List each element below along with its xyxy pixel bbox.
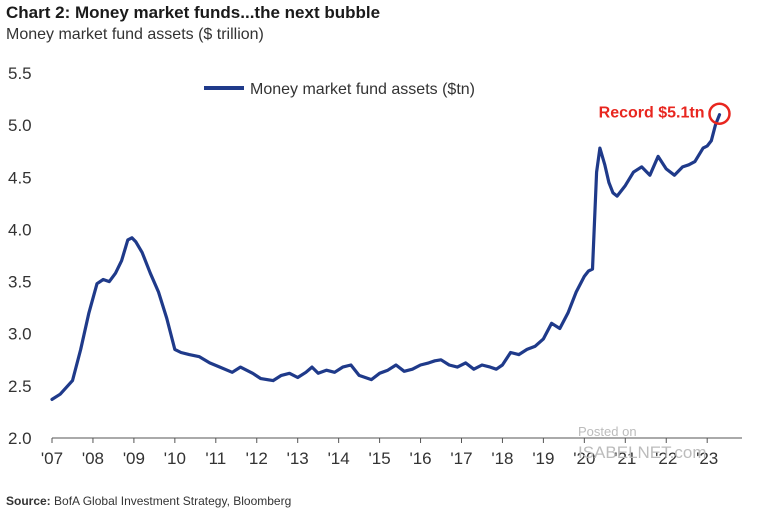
x-tick-label: '16 — [409, 449, 431, 468]
x-tick-label: '22 — [655, 449, 677, 468]
x-tick-label: '10 — [164, 449, 186, 468]
watermark-line2: ISABELNET.com — [578, 443, 707, 462]
x-tick-label: '11 — [205, 449, 226, 468]
x-tick-label: '15 — [369, 449, 391, 468]
x-tick-label: '08 — [82, 449, 104, 468]
annotation-layer: Record $5.1tn — [599, 102, 731, 125]
x-tick-label: '19 — [532, 449, 554, 468]
y-tick-label: 3.0 — [8, 325, 32, 344]
y-tick-label: 4.5 — [8, 168, 32, 187]
x-tick-label: '23 — [696, 449, 718, 468]
legend: Money market fund assets ($tn) — [204, 81, 475, 98]
chart-title: Chart 2: Money market funds...the next b… — [6, 3, 381, 22]
axis-layer: 2.0 2.5 3.0 3.5 4.0 4.5 5.0 5.5 '07 '08 '09 '10 '11 '… — [8, 64, 742, 468]
series-layer — [50, 113, 722, 401]
y-tick-label: 3.5 — [8, 273, 32, 292]
watermark-line1: Posted on — [578, 424, 637, 439]
line-chart: 2.0 2.5 3.0 3.5 4.0 4.5 5.0 5.5 '07 '08 '09 '10 '11 '… — [8, 64, 742, 468]
x-tick-label: '21 — [614, 449, 636, 468]
y-tick-label: 5.5 — [8, 64, 32, 83]
y-tick-label: 2.0 — [8, 429, 32, 448]
record-annotation-label: Record $5.1tn — [599, 105, 705, 122]
y-tick-label: 5.0 — [8, 116, 32, 135]
x-tick-label: '17 — [450, 449, 472, 468]
legend-label: Money market fund assets ($tn) — [250, 81, 475, 98]
chart-subtitle: Money market fund assets ($ trillion) — [6, 26, 264, 43]
source-note: Source: BofA Global Investment Strategy,… — [6, 494, 291, 508]
source-text: BofA Global Investment Strategy, Bloombe… — [54, 494, 292, 508]
x-tick-label: '09 — [123, 449, 145, 468]
x-tick-label: '18 — [491, 449, 513, 468]
series-line — [50, 113, 722, 401]
x-tick-label: '07 — [41, 449, 63, 468]
record-circle-marker — [708, 102, 731, 125]
y-tick-label: 2.5 — [8, 377, 32, 396]
y-tick-label: 4.0 — [8, 220, 32, 239]
x-tick-label: '20 — [573, 449, 595, 468]
x-tick-label: '13 — [287, 449, 309, 468]
x-tick-label: '12 — [246, 449, 268, 468]
watermark: Posted on ISABELNET.com — [578, 424, 707, 462]
x-tick-label: '14 — [328, 449, 350, 468]
source-label: Source: — [6, 494, 51, 508]
